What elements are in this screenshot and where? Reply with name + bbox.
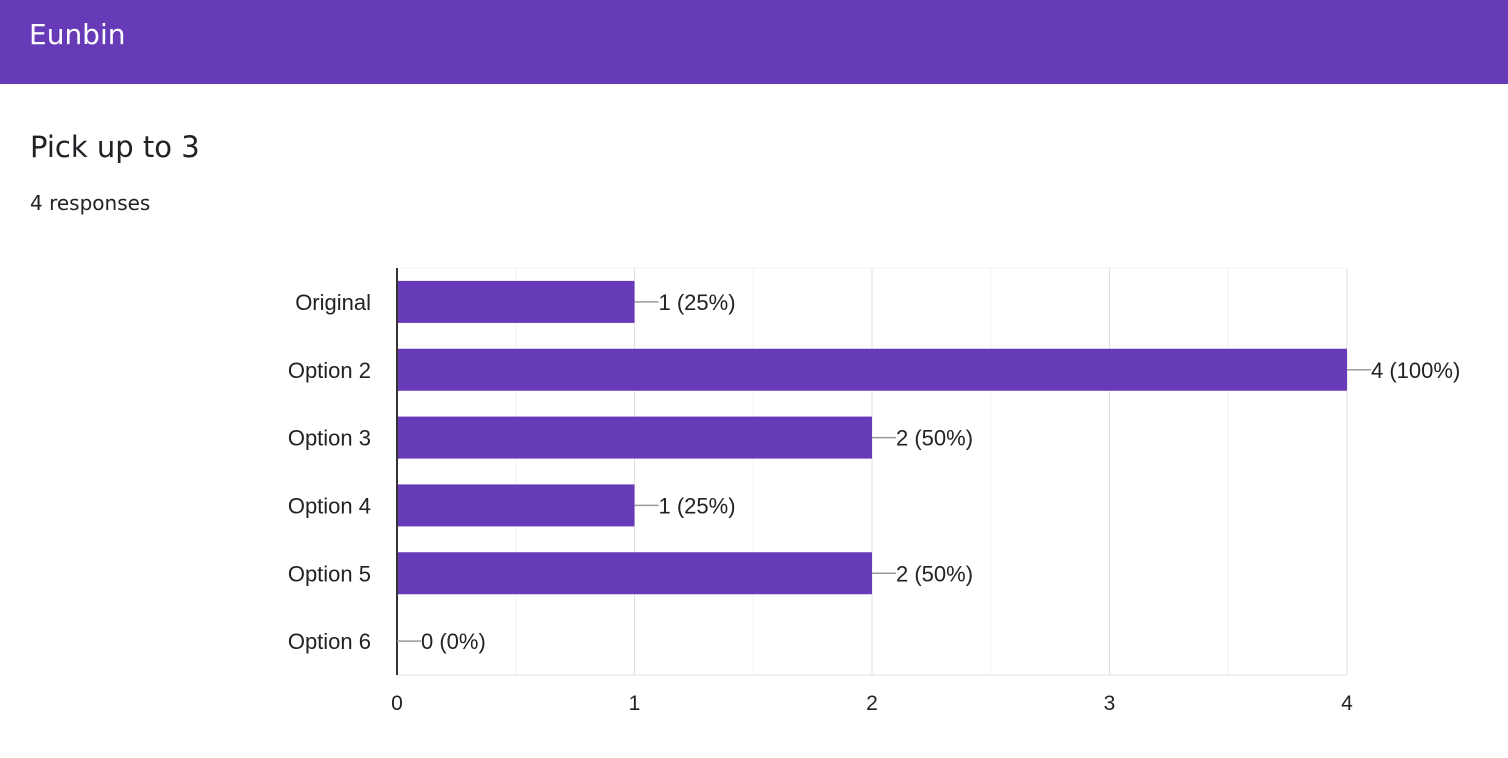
bar[interactable] [397, 280, 635, 323]
response-count: 4 responses [30, 191, 151, 215]
category-label: Option 3 [288, 426, 371, 451]
bar[interactable] [397, 416, 872, 459]
x-tick-label: 3 [1104, 692, 1116, 715]
x-tick-label: 4 [1341, 692, 1353, 715]
category-label: Option 4 [288, 493, 371, 518]
data-label: 0 (0%) [421, 629, 486, 654]
category-label: Option 5 [288, 561, 371, 586]
x-tick-label: 2 [866, 692, 878, 715]
data-label: 2 (50%) [896, 561, 973, 586]
labels: Original 1 (25%) Option 2 4 (100%) Option 3 2… [288, 290, 1460, 715]
header-bar: Eunbin [0, 0, 1508, 84]
data-label: 1 (25%) [659, 290, 736, 315]
x-tick-label: 1 [629, 692, 641, 715]
bar[interactable] [397, 484, 635, 527]
category-label: Option 6 [288, 629, 371, 654]
app-title: Eunbin [29, 18, 126, 51]
data-label: 1 (25%) [659, 493, 736, 518]
bar[interactable] [397, 552, 872, 595]
x-tick-label: 0 [391, 692, 403, 715]
bar[interactable] [397, 348, 1347, 391]
bars [397, 280, 1347, 595]
grid-lines [397, 267, 1348, 676]
category-label: Option 2 [288, 358, 371, 383]
data-label: 2 (50%) [896, 426, 973, 451]
category-label: Original [295, 290, 371, 315]
question-title: Pick up to 3 [30, 130, 200, 164]
data-label: 4 (100%) [1371, 358, 1460, 383]
